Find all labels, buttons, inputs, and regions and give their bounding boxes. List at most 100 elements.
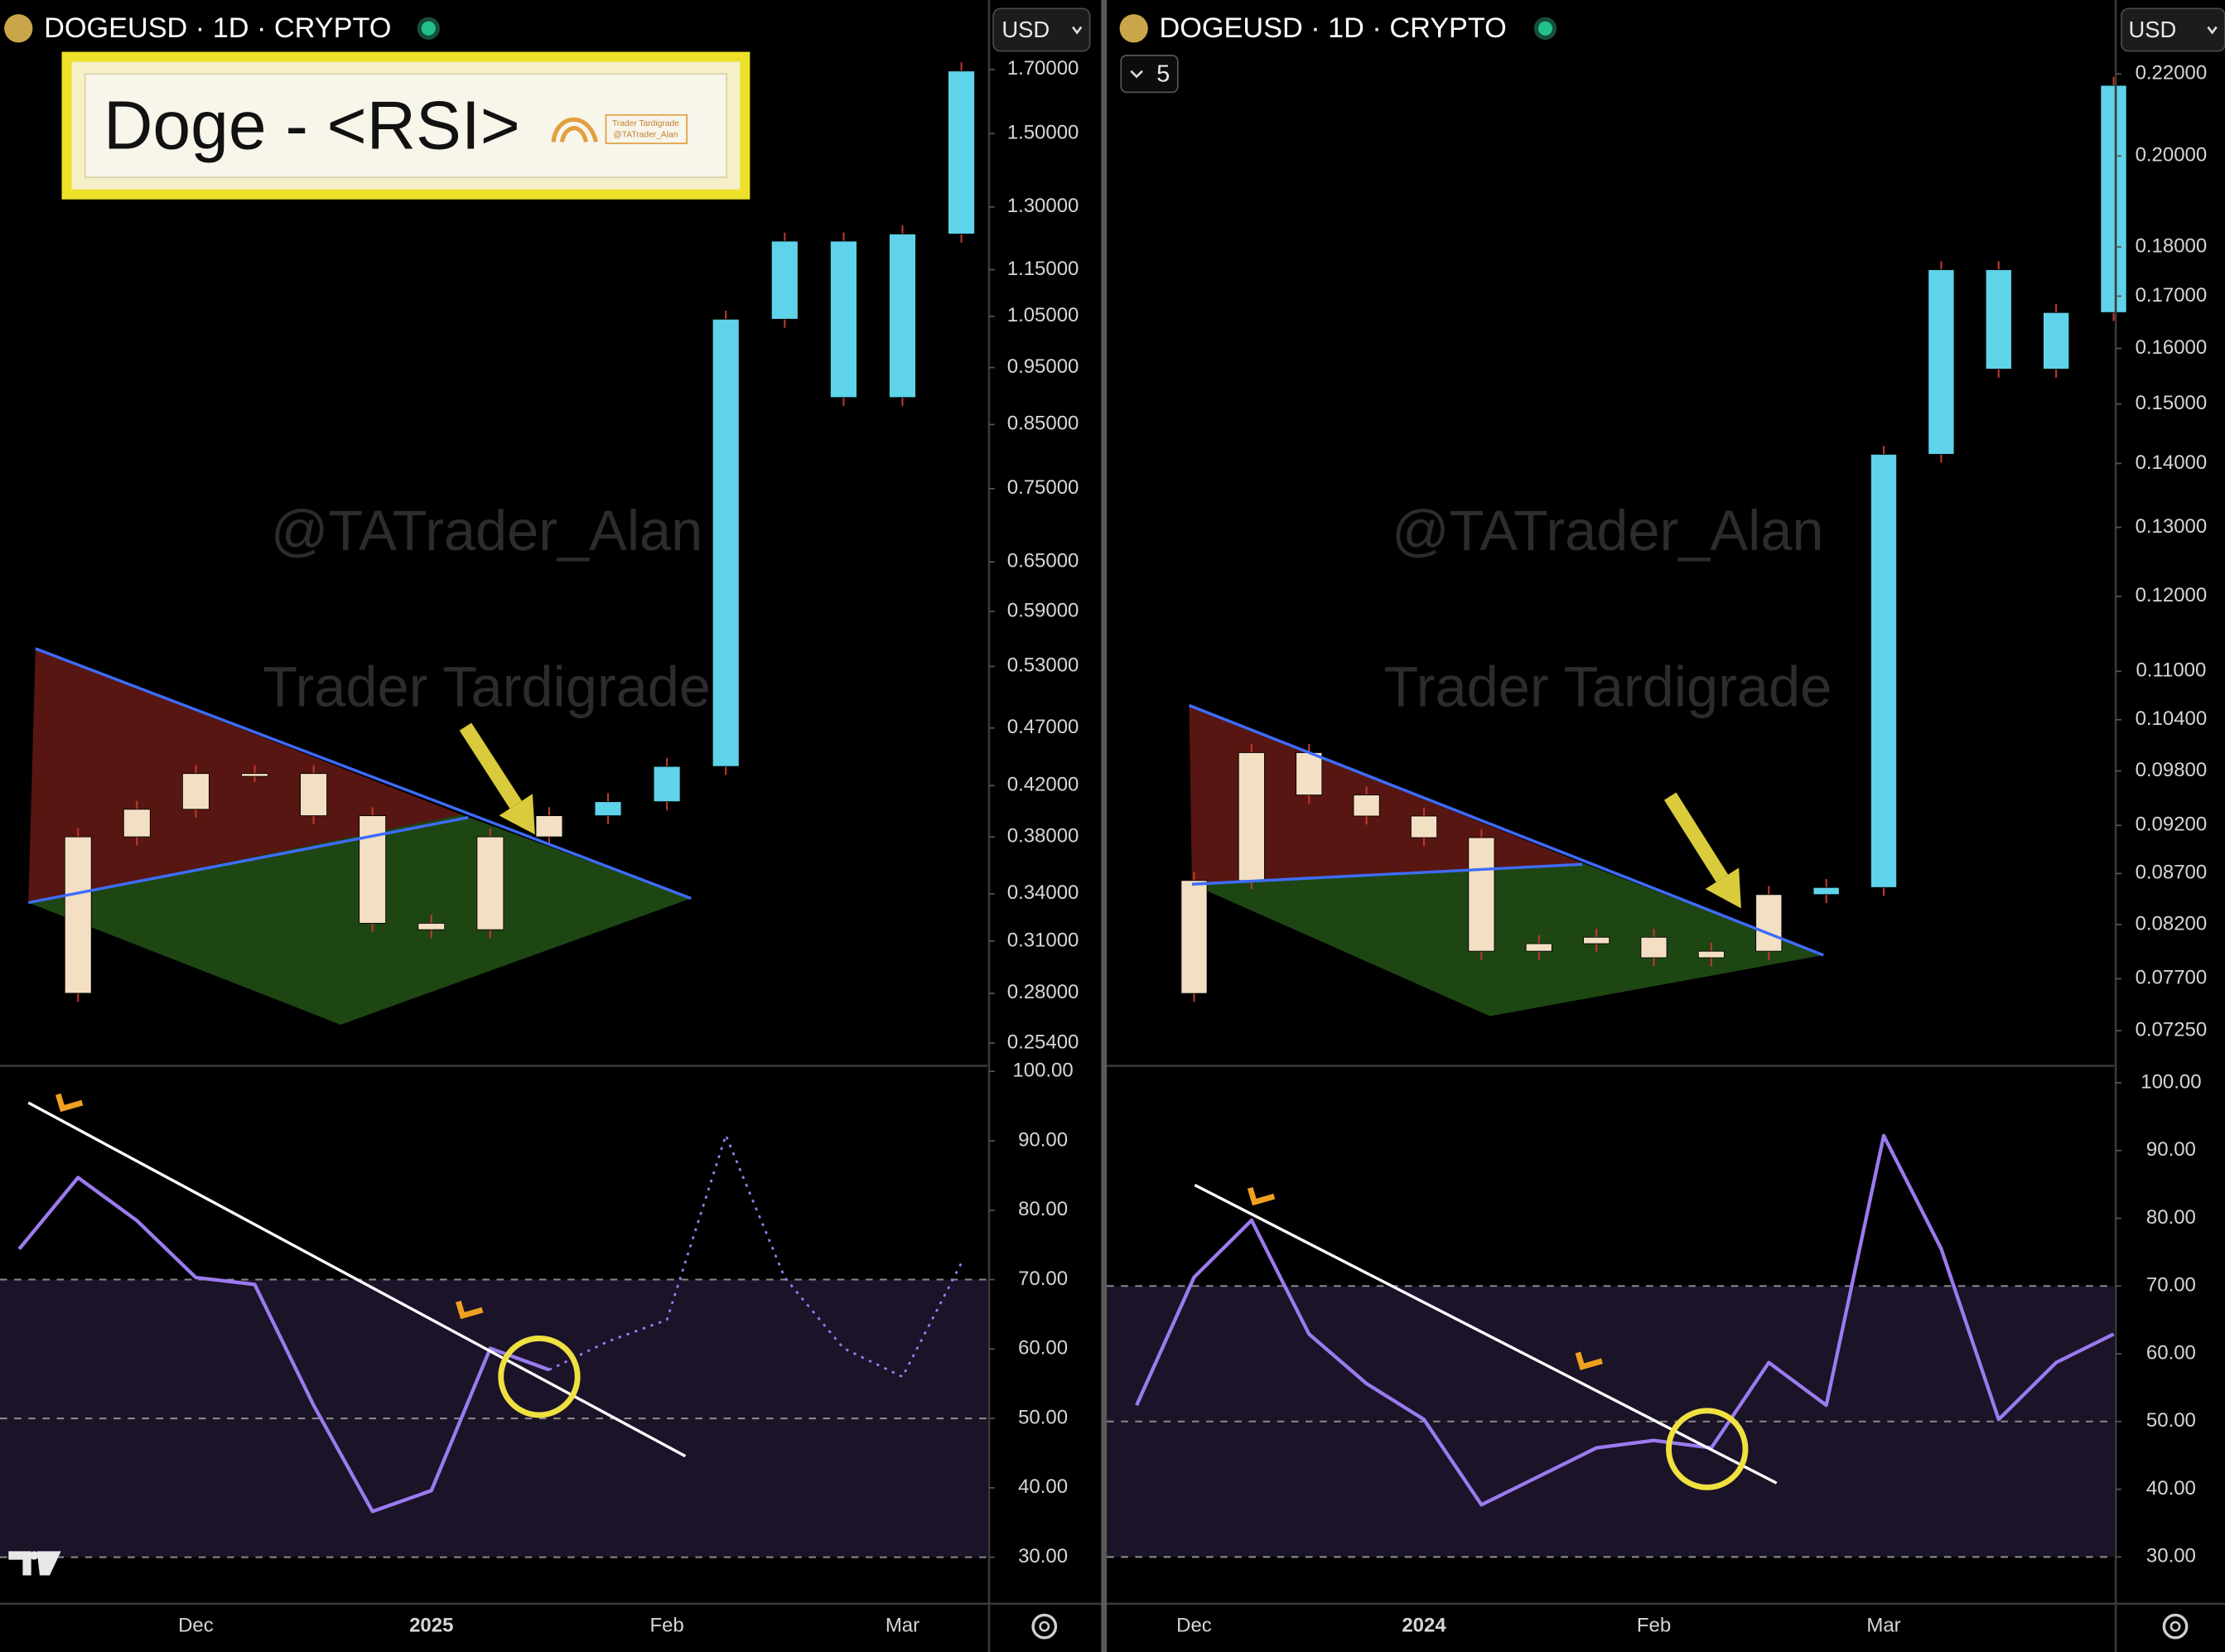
coin-icon: [4, 14, 33, 43]
y-tick-label: 0.17000: [2136, 284, 2208, 307]
y-tick-label: 60.00: [2146, 1341, 2196, 1364]
y-tick-label: 0.75000: [1007, 476, 1079, 499]
chevron: [1072, 26, 1083, 35]
candle-body: [1180, 880, 1208, 994]
y-tick-label: 70.00: [2146, 1274, 2196, 1297]
y-tick-label: 1.70000: [1007, 57, 1079, 80]
y-tick-label: 40.00: [1018, 1476, 1068, 1498]
candle-body: [594, 801, 622, 817]
y-tick-label: 0.22000: [2136, 62, 2208, 85]
candle-body: [1985, 269, 2012, 370]
candle-body: [417, 922, 446, 930]
gear-hub: [1039, 1621, 1050, 1632]
candle-body: [1410, 815, 1438, 838]
logo-text: @TATrader_Alan: [613, 130, 678, 139]
candle-body: [241, 773, 268, 777]
watermark: Trader Tardigrade: [263, 655, 711, 718]
candle-body: [300, 773, 327, 817]
rsi-trend-line: [1194, 1183, 1778, 1485]
rsi-trend-line: [27, 1101, 687, 1458]
status-dot: [421, 21, 436, 36]
candle-body: [653, 766, 681, 803]
panel-divider: [1101, 0, 1108, 1652]
candle-body: [2043, 312, 2070, 370]
y-tick-label: 50.00: [2146, 1409, 2196, 1432]
y-tick-label: 30.00: [2146, 1545, 2196, 1567]
y-tick-label: 0.14000: [2136, 452, 2208, 474]
x-tick-label: 2025: [409, 1614, 453, 1636]
title-inner: [84, 73, 727, 179]
y-tick-label: 100.00: [2141, 1070, 2201, 1093]
y-tick-label: 30.00: [1018, 1545, 1068, 1567]
arrow-head: [499, 794, 535, 835]
y-tick-label: 70.00: [1018, 1268, 1068, 1290]
y-tick-label: 60.00: [1018, 1337, 1068, 1360]
candle-body: [1296, 752, 1323, 795]
y-tick-label: 0.11000: [2136, 659, 2206, 682]
trend-line: [35, 647, 692, 900]
candle-body: [64, 836, 92, 994]
settings-button[interactable]: [1031, 1613, 1058, 1640]
y-tick-label: 0.08200: [2136, 912, 2208, 935]
indicator-badge[interactable]: 5: [1120, 54, 1179, 94]
button-frame: [2121, 7, 2225, 52]
x-tick-label: Mar: [1866, 1614, 1900, 1636]
y-tick-label: 0.08700: [2136, 862, 2208, 884]
candle-body: [2100, 85, 2127, 313]
y-tick-label: 0.16000: [2136, 336, 2208, 359]
arrow: [1663, 792, 1729, 882]
x-tick-label: Feb: [1637, 1614, 1671, 1636]
candle-body: [948, 70, 975, 234]
candle-body: [1928, 269, 1955, 455]
y-tick-label: 90.00: [1018, 1128, 1068, 1151]
check-mark: [1247, 1186, 1276, 1206]
symbol-title: DOGEUSD · 1D · CRYPTO: [1160, 12, 1507, 44]
y-tick-label: 90.00: [2146, 1138, 2196, 1161]
y-tick-label: 0.12000: [2136, 584, 2208, 606]
gear: [1031, 1613, 1058, 1640]
y-tick-label: 1.50000: [1007, 122, 1079, 144]
candle-body: [1697, 950, 1725, 959]
currency-button[interactable]: USD: [992, 7, 1091, 52]
y-tick-label: 0.85000: [1007, 413, 1079, 435]
check-mark: [55, 1093, 84, 1113]
symbol-title: DOGEUSD · 1D · CRYPTO: [44, 12, 391, 44]
candle-body: [1870, 453, 1898, 888]
candle-body: [770, 240, 799, 320]
check-mark: [1575, 1351, 1603, 1370]
candle-body: [123, 809, 151, 838]
candle-body: [476, 836, 504, 930]
y-tick-label: 100.00: [1012, 1060, 1073, 1082]
y-tick-label: 0.28000: [1007, 981, 1079, 1003]
gear-hub: [2169, 1621, 2181, 1632]
y-tick-label: 0.09200: [2136, 814, 2208, 836]
badge-label: 5: [1156, 61, 1170, 88]
x-tick-label: Feb: [649, 1614, 683, 1636]
x-tick-label: Dec: [1176, 1614, 1212, 1636]
trend-line: [1191, 862, 1583, 886]
settings-button[interactable]: [2162, 1613, 2189, 1640]
candle-body: [1812, 886, 1840, 896]
y-tick-label: 0.10400: [2136, 708, 2208, 730]
gear: [2162, 1613, 2189, 1640]
candle-body: [535, 815, 563, 838]
overlay-title: Doge - <RSI>: [104, 88, 520, 163]
logo-text: Trader Tardigrade: [612, 119, 679, 128]
trend-line: [1188, 703, 1824, 957]
y-tick-label: 0.59000: [1007, 599, 1079, 621]
tv-logo: [8, 1551, 61, 1576]
arrow-head: [1705, 867, 1741, 909]
y-tick-label: 0.65000: [1007, 550, 1079, 572]
x-tick-label: 2024: [1402, 1614, 1446, 1636]
y-tick-label: 80.00: [2146, 1206, 2196, 1229]
candle-body: [1353, 795, 1380, 817]
y-tick-label: 0.09800: [2136, 759, 2208, 781]
badge-frame: [1120, 54, 1179, 94]
rsi-line: [1135, 1133, 2115, 1507]
y-tick-label: 0.34000: [1007, 882, 1079, 904]
currency-button[interactable]: USD: [2121, 7, 2225, 52]
candle-body: [1755, 894, 1783, 952]
candle-body: [181, 773, 210, 810]
